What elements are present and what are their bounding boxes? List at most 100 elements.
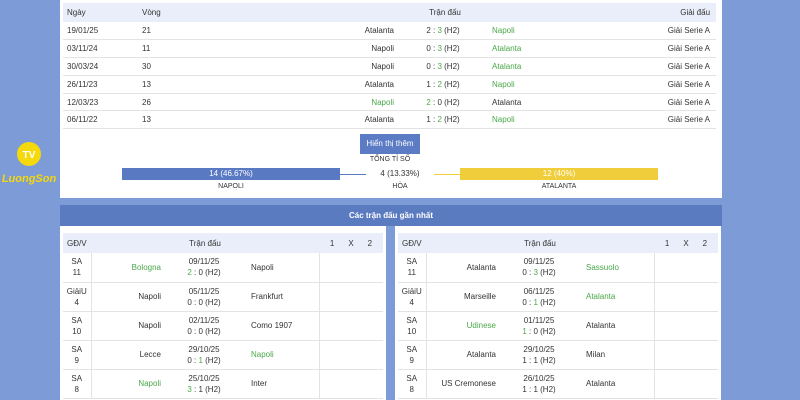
round: 8	[409, 384, 414, 394]
odds-cell	[318, 282, 383, 312]
odds-cell	[653, 311, 718, 341]
half-label: (H2)	[444, 44, 460, 54]
total-score-label: TỔNG TỈ SỐ	[369, 156, 411, 163]
draw-stat-label: HÒA	[392, 183, 408, 190]
h2h-panel: Ngày Vòng Trận đấu Giải đấu 19/01/25 21 A…	[60, 0, 722, 198]
away-team: Napoli	[251, 262, 274, 272]
recent-match-row[interactable]: SA 8 US Cremonese 26/10/25 1 : 1 (H2) Atal…	[398, 369, 718, 399]
away-score: 0	[198, 326, 203, 336]
away-score: 3	[437, 26, 442, 36]
h2h-row[interactable]: 03/11/24 11 Napoli 0 : 3 (H2) Atalanta Gi…	[63, 39, 717, 59]
competition: GiảiU	[66, 286, 87, 296]
away-score: 1	[533, 384, 538, 394]
atalanta-stat-label: ATALANTA	[541, 183, 577, 190]
recent-match-row[interactable]: SA 10 Napoli 02/11/25 0 : 0 (H2) Como 1907	[63, 311, 383, 341]
competition: SA	[71, 344, 83, 354]
home-score: 0	[426, 44, 431, 54]
odds-cell	[653, 253, 718, 283]
away-score: 0	[198, 297, 203, 307]
recent-match-row[interactable]: SA 11 Atalanta 09/11/25 0 : 3 (H2) Sassuol…	[398, 253, 718, 283]
home-team: Marseille	[463, 292, 496, 301]
col-match: Trận đấu	[426, 233, 654, 253]
h2h-row[interactable]: 19/01/25 21 Atalanta 2 : 3 (H2) Napoli Gi…	[63, 22, 717, 41]
half-label: (H2)	[540, 268, 556, 278]
half-label: (H2)	[540, 326, 556, 336]
col-gd: GĐ/V	[63, 233, 91, 253]
col-odds: 1 X 2	[654, 233, 718, 253]
col-round: Vòng	[138, 3, 268, 22]
recent-match-row[interactable]: SA 10 Udinese 01/11/25 1 : 0 (H2) Atalanta	[398, 311, 718, 341]
away-score: 1	[533, 297, 538, 307]
draw-stat: 4 (13.33%)	[380, 169, 420, 178]
h2h-row[interactable]: 30/03/24 30 Napoli 0 : 3 (H2) Atalanta Gi…	[63, 57, 717, 76]
home-score: 0	[187, 297, 192, 307]
home-team: Atalanta	[364, 26, 394, 36]
home-team: US Cremonese	[441, 379, 496, 388]
league: Giải Serie A	[667, 44, 711, 54]
home-score: 0	[522, 268, 527, 278]
napoli-stat-line	[340, 174, 366, 175]
round: 10	[72, 326, 82, 336]
half-label: (H2)	[540, 297, 556, 307]
col-match: Trận đấu	[268, 3, 619, 22]
recent-match-row[interactable]: GiảiU 4 Marseille 06/11/25 0 : 1 (H2) Atal…	[398, 282, 718, 312]
away-team: Como 1907	[251, 321, 293, 330]
away-team: Milan	[586, 350, 606, 359]
logo-sub-text: TV	[23, 150, 36, 161]
home-score: 2	[426, 26, 431, 36]
recent-match-row[interactable]: SA 8 Napoli 25/10/25 3 : 1 (H2) Inter	[63, 369, 383, 399]
home-score: 3	[187, 384, 192, 394]
home-team: Atalanta	[364, 79, 394, 89]
away-team: Sassuolo	[586, 262, 619, 272]
away-team: Napoli	[492, 26, 515, 36]
away-team: Atalanta	[586, 292, 616, 301]
odds-x: X	[683, 238, 689, 248]
competition: SA	[406, 257, 418, 267]
h2h-row[interactable]: 26/11/23 13 Atalanta 1 : 2 (H2) Napoli Gi…	[63, 75, 717, 94]
match-date: 30/03/24	[67, 61, 99, 71]
round: 4	[409, 297, 414, 307]
match-date: 29/10/25	[188, 344, 220, 354]
h2h-row[interactable]: 12/03/23 26 Napoli 2 : 0 (H2) Atalanta Gi…	[63, 93, 717, 112]
match-date: 26/11/23	[67, 79, 98, 89]
match-date: 06/11/22	[67, 115, 98, 125]
away-score: 1	[533, 355, 538, 365]
recent-match-row[interactable]: GiảiU 4 Napoli 05/11/25 0 : 0 (H2) Frankfu…	[63, 282, 383, 312]
home-team: Atalanta	[466, 262, 496, 272]
away-team: Atalanta	[492, 61, 522, 71]
away-team: Frankfurt	[251, 292, 284, 301]
odds-1: 1	[329, 238, 335, 248]
home-team: Napoli	[371, 44, 394, 54]
odds-cell	[318, 253, 383, 283]
show-more-button[interactable]: Hiển thị thêm	[360, 134, 420, 154]
away-score: 3	[437, 44, 442, 54]
match-date: 01/11/25	[523, 315, 555, 325]
h2h-row[interactable]: 06/11/22 13 Atalanta 1 : 2 (H2) Napoli Gi…	[63, 110, 717, 130]
half-label: (H2)	[444, 61, 460, 71]
match-date: 26/10/25	[523, 373, 555, 383]
home-team: Napoli	[138, 321, 161, 330]
recent-match-row[interactable]: SA 11 Bologna 09/11/25 2 : 0 (H2) Napoli	[63, 253, 383, 283]
away-team: Napoli	[251, 350, 274, 359]
half-label: (H2)	[444, 26, 460, 36]
home-team: Napoli	[138, 292, 161, 301]
half-label: (H2)	[205, 355, 221, 365]
recent-matches-header: Các trận đấu gần nhất	[60, 205, 722, 226]
recent-match-row[interactable]: SA 9 Atalanta 29/10/25 1 : 1 (H2) Milan	[398, 340, 718, 370]
home-score: 1	[426, 79, 431, 89]
recent-match-row[interactable]: SA 9 Lecce 29/10/25 0 : 1 (H2) Napoli	[63, 340, 383, 370]
round: 11	[72, 268, 81, 278]
home-team: Napoli	[138, 379, 161, 388]
home-score: 0	[187, 326, 192, 336]
half-label: (H2)	[205, 268, 221, 278]
round: 13	[142, 115, 151, 125]
away-score: 3	[437, 61, 442, 71]
away-team: Napoli	[492, 115, 515, 125]
away-score: 2	[437, 115, 442, 125]
away-team: Atalanta	[586, 379, 616, 388]
half-label: (H2)	[205, 326, 221, 336]
odds-cell	[653, 369, 718, 399]
home-team: Napoli	[371, 61, 394, 71]
col-league: Giải đấu	[618, 3, 717, 22]
round: 9	[74, 355, 79, 365]
